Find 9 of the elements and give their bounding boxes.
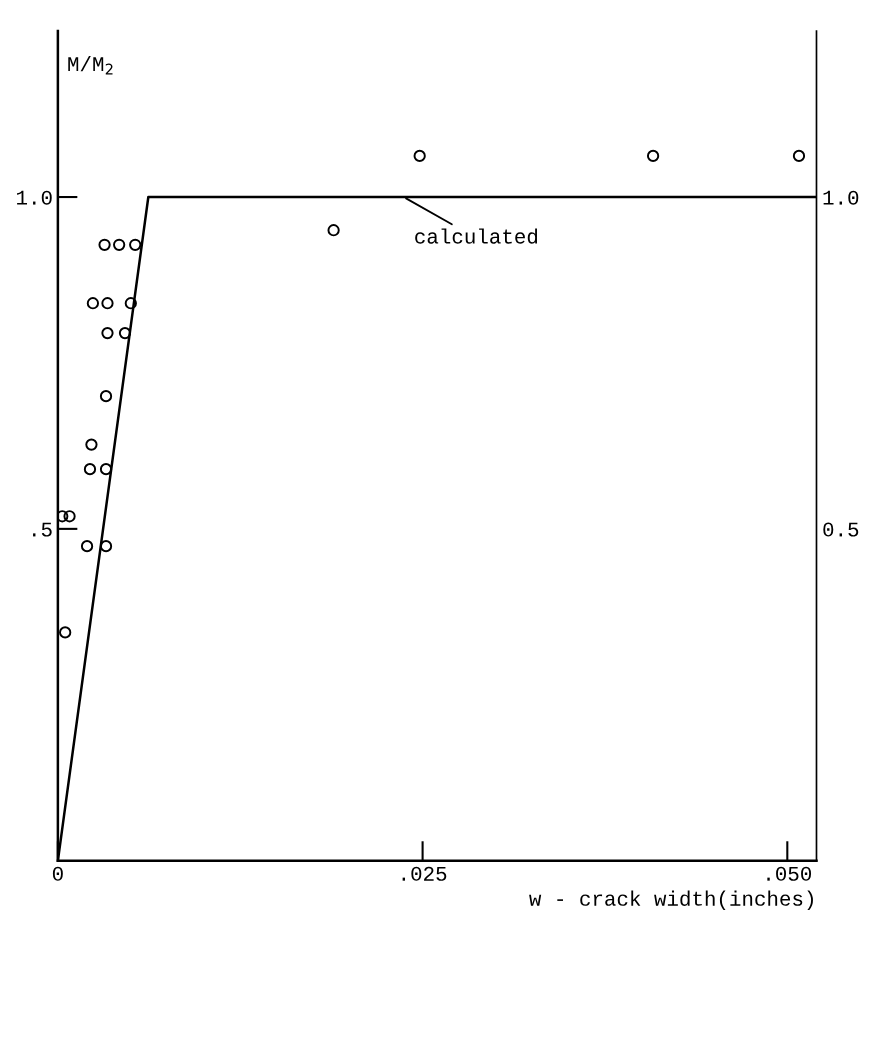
x-tick-label: 0 — [52, 866, 63, 881]
annotation: calculated — [415, 228, 538, 244]
y-axis-title: M/M$_{2}$ — [68, 55, 113, 75]
y-tick-label: .5 — [33, 522, 52, 537]
y2-tick-label: 1.0 — [823, 190, 859, 205]
y2-tick-label: 0.5 — [823, 522, 859, 537]
x-axis-title: w - crack width(inches) — [529, 890, 813, 910]
x-tick-label: .025 — [402, 866, 447, 881]
x-tick-label: .050 — [767, 866, 812, 881]
